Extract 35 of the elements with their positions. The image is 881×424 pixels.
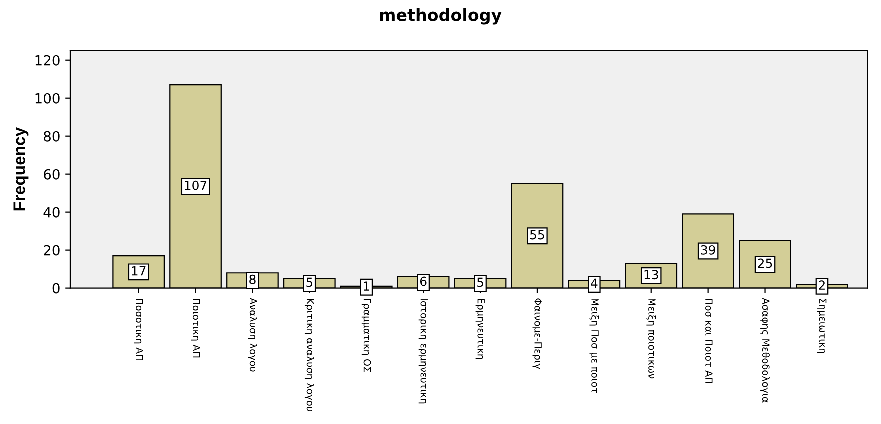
- y-tick-label: 100: [36, 93, 60, 104]
- data-label: 13: [644, 270, 658, 280]
- data-label: 55: [530, 230, 544, 240]
- x-tick-label: Μειξη Ποσ με ποιοτ: [590, 298, 600, 394]
- data-label: 39: [701, 245, 716, 255]
- y-tick-label: 80: [44, 131, 60, 142]
- x-tick-label: Σημειωτικη: [818, 298, 827, 354]
- x-tick-label: Ερμηνευτικη: [476, 298, 485, 360]
- data-label: 2: [819, 280, 825, 290]
- x-tick-label: Μειξη ποιοτικων: [646, 298, 656, 379]
- y-tick-label: 0: [52, 283, 60, 294]
- x-tick-label: Ασαφης Μεθοδολογια: [760, 298, 770, 403]
- x-tick-label: Ποιοτικη ΑΠ: [191, 298, 200, 358]
- x-tick-label: Ποσοτικη ΑΠ: [134, 298, 144, 361]
- y-axis-title: Frequency: [14, 128, 29, 211]
- y-tick-label: 120: [36, 55, 60, 66]
- data-label: 1: [364, 282, 370, 291]
- data-label: 4: [591, 278, 598, 288]
- data-label: 107: [185, 180, 207, 190]
- x-tick-label: Κριτικη αναλυση λογου: [304, 298, 314, 412]
- x-tick-label: Γραμματικη ΟΣ: [362, 298, 372, 372]
- data-label: 17: [132, 266, 146, 276]
- y-tick-label: 40: [44, 207, 60, 218]
- y-tick-label: 60: [44, 169, 60, 180]
- x-tick-label: Ιστορικη ερμηνευτικη: [418, 298, 428, 404]
- data-label: 6: [420, 276, 427, 286]
- x-tick-label: Αναλυση λογου: [248, 298, 258, 372]
- data-label: 5: [306, 278, 313, 288]
- chart-title: methodology: [380, 8, 502, 25]
- y-tick-label: 20: [44, 245, 60, 256]
- x-tick-label: Ποσ και Ποιοτ ΑΠ: [706, 298, 713, 384]
- data-label: 25: [758, 258, 772, 268]
- data-label: 5: [478, 278, 484, 288]
- data-label: 8: [250, 274, 256, 284]
- x-tick-label: Φαινομε-Περιγ: [532, 298, 542, 370]
